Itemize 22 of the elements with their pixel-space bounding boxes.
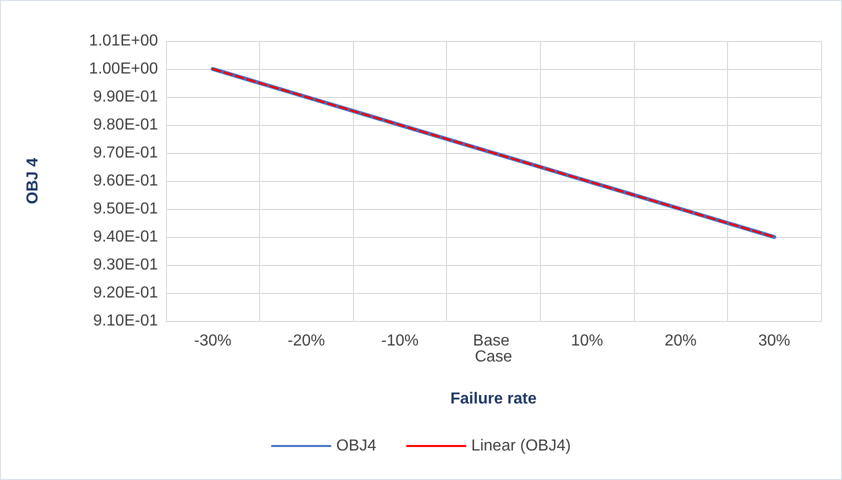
x-tick-label: 30% — [758, 332, 790, 350]
legend-label: OBJ4 — [336, 438, 376, 454]
y-tick-label: 9.40E-01 — [93, 228, 158, 246]
x-tick-label: 10% — [571, 332, 604, 350]
y-tick-label: 9.20E-01 — [93, 284, 158, 302]
x-axis-title: Failure rate — [450, 390, 537, 408]
y-tick-label: 1.01E+00 — [89, 32, 158, 50]
x-tick-label: -10% — [381, 332, 419, 350]
y-tick-label: 9.90E-01 — [93, 88, 158, 106]
y-tick-label: 9.50E-01 — [93, 200, 158, 218]
x-tick-label: Base Case — [473, 332, 514, 366]
y-tick-label: 1.00E+00 — [89, 60, 158, 78]
x-tick-label: 20% — [664, 332, 697, 350]
x-tick-label: -20% — [288, 332, 326, 350]
y-tick-label: 9.60E-01 — [93, 172, 158, 190]
y-tick-label: 9.10E-01 — [93, 312, 158, 330]
legend-label: Linear (OBJ4) — [471, 438, 571, 454]
y-tick-label: 9.70E-01 — [93, 144, 158, 162]
x-tick-label: -30% — [194, 332, 232, 350]
y-axis-title: OBJ 4 — [24, 158, 42, 204]
y-tick-label: 9.30E-01 — [93, 256, 158, 274]
y-tick-label: 9.80E-01 — [93, 116, 158, 134]
